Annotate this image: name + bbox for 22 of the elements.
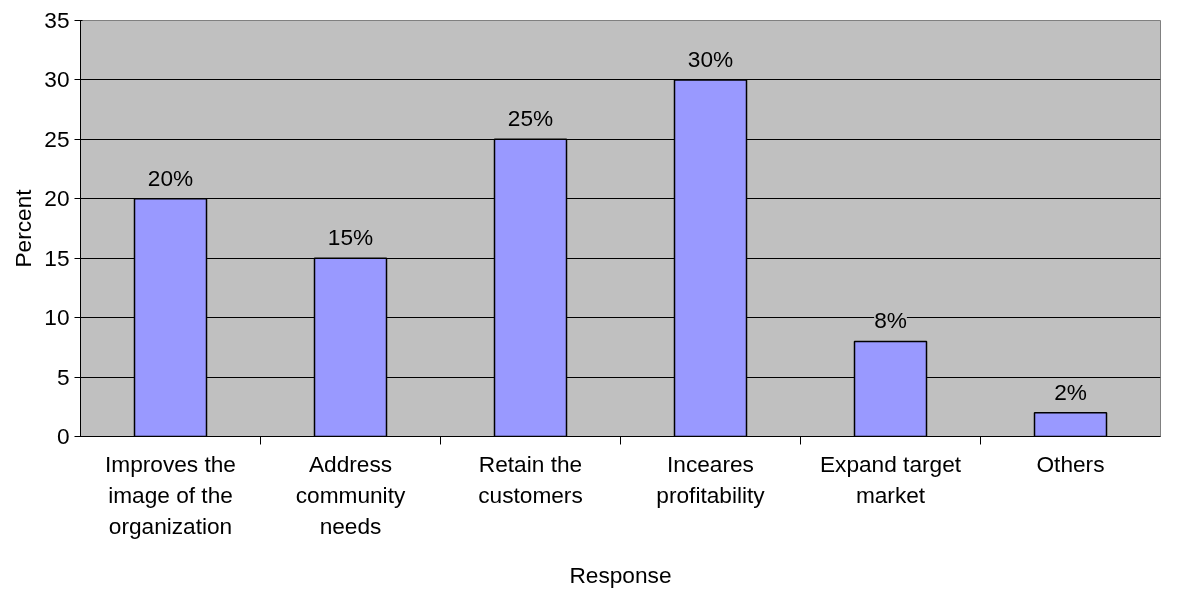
y-tick-label: 15 bbox=[44, 244, 70, 271]
data-label: 25% bbox=[507, 105, 554, 132]
data-label: 2% bbox=[1054, 378, 1087, 405]
y-tick-label: 25 bbox=[44, 125, 70, 152]
y-tick-label: 10 bbox=[44, 304, 70, 331]
x-tick-label: Others bbox=[1036, 450, 1105, 477]
y-tick-label: 30 bbox=[44, 66, 70, 93]
data-label: 30% bbox=[687, 45, 734, 72]
x-axis-title: Response bbox=[569, 561, 672, 588]
data-label: 15% bbox=[327, 224, 374, 251]
data-label: 8% bbox=[874, 307, 907, 334]
data-label: 20% bbox=[147, 164, 194, 191]
x-tick-label: Improves the image of the organization bbox=[105, 450, 236, 539]
x-tick-label: Retain the customers bbox=[478, 450, 583, 508]
x-tick-label: Address community needs bbox=[295, 450, 406, 539]
y-tick-label: 5 bbox=[56, 363, 70, 390]
x-tick-label: Expand target market bbox=[819, 450, 962, 508]
y-tick-label: 0 bbox=[56, 423, 70, 449]
y-axis-title: Percent bbox=[10, 188, 37, 268]
x-tick-label: Inceares profitability bbox=[656, 450, 766, 508]
y-tick-label: 20 bbox=[44, 185, 70, 212]
y-tick-label: 35 bbox=[44, 7, 70, 33]
